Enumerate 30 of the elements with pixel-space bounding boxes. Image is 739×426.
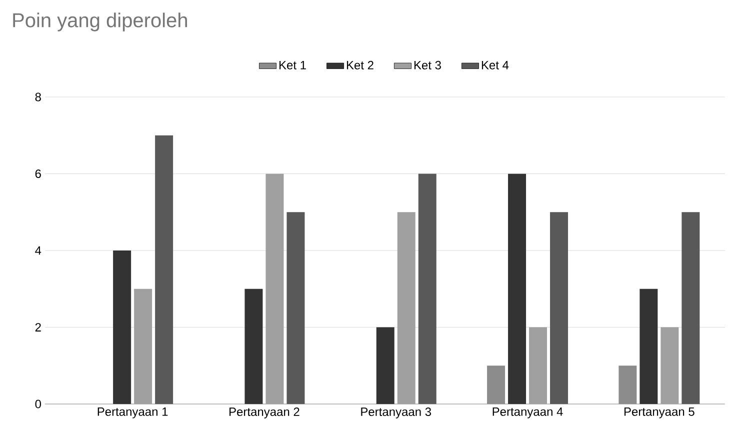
x-tick-label: Pertanyaan 4 xyxy=(492,408,563,418)
bar xyxy=(508,174,526,404)
bar xyxy=(286,212,305,404)
bar xyxy=(244,288,263,404)
y-tick-label: 6 xyxy=(35,170,41,178)
y-tick-label: 0 xyxy=(35,400,42,408)
chart-title: Poin yang diperoleh xyxy=(13,12,187,32)
legend-label: Ket 4 xyxy=(482,60,509,70)
bar xyxy=(376,327,394,404)
x-tick-label: Pertanyaan 2 xyxy=(230,408,300,418)
bar xyxy=(418,174,436,404)
x-tick-label: Pertanyaan 3 xyxy=(361,408,432,418)
y-tick-label: 8 xyxy=(35,92,41,102)
legend-label: Ket 2 xyxy=(346,60,374,70)
bar xyxy=(682,212,700,404)
bar xyxy=(640,288,658,404)
bar xyxy=(155,135,174,404)
bar xyxy=(529,327,548,404)
legend-label: Ket 3 xyxy=(414,60,441,70)
x-tick-label: Pertanyaan 5 xyxy=(624,408,694,418)
bar xyxy=(660,327,679,404)
y-tick-label: 2 xyxy=(35,323,41,332)
x-tick-label: Pertanyaan 1 xyxy=(98,408,168,418)
y-tick-label: 4 xyxy=(35,246,42,255)
bar xyxy=(134,288,152,404)
bar xyxy=(113,250,132,404)
legend-label: Ket 1 xyxy=(279,60,306,70)
bar xyxy=(550,212,568,404)
bar xyxy=(397,212,416,404)
bar xyxy=(266,174,284,404)
